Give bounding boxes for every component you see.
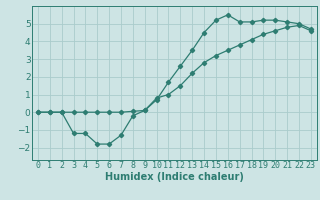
X-axis label: Humidex (Indice chaleur): Humidex (Indice chaleur): [105, 172, 244, 182]
